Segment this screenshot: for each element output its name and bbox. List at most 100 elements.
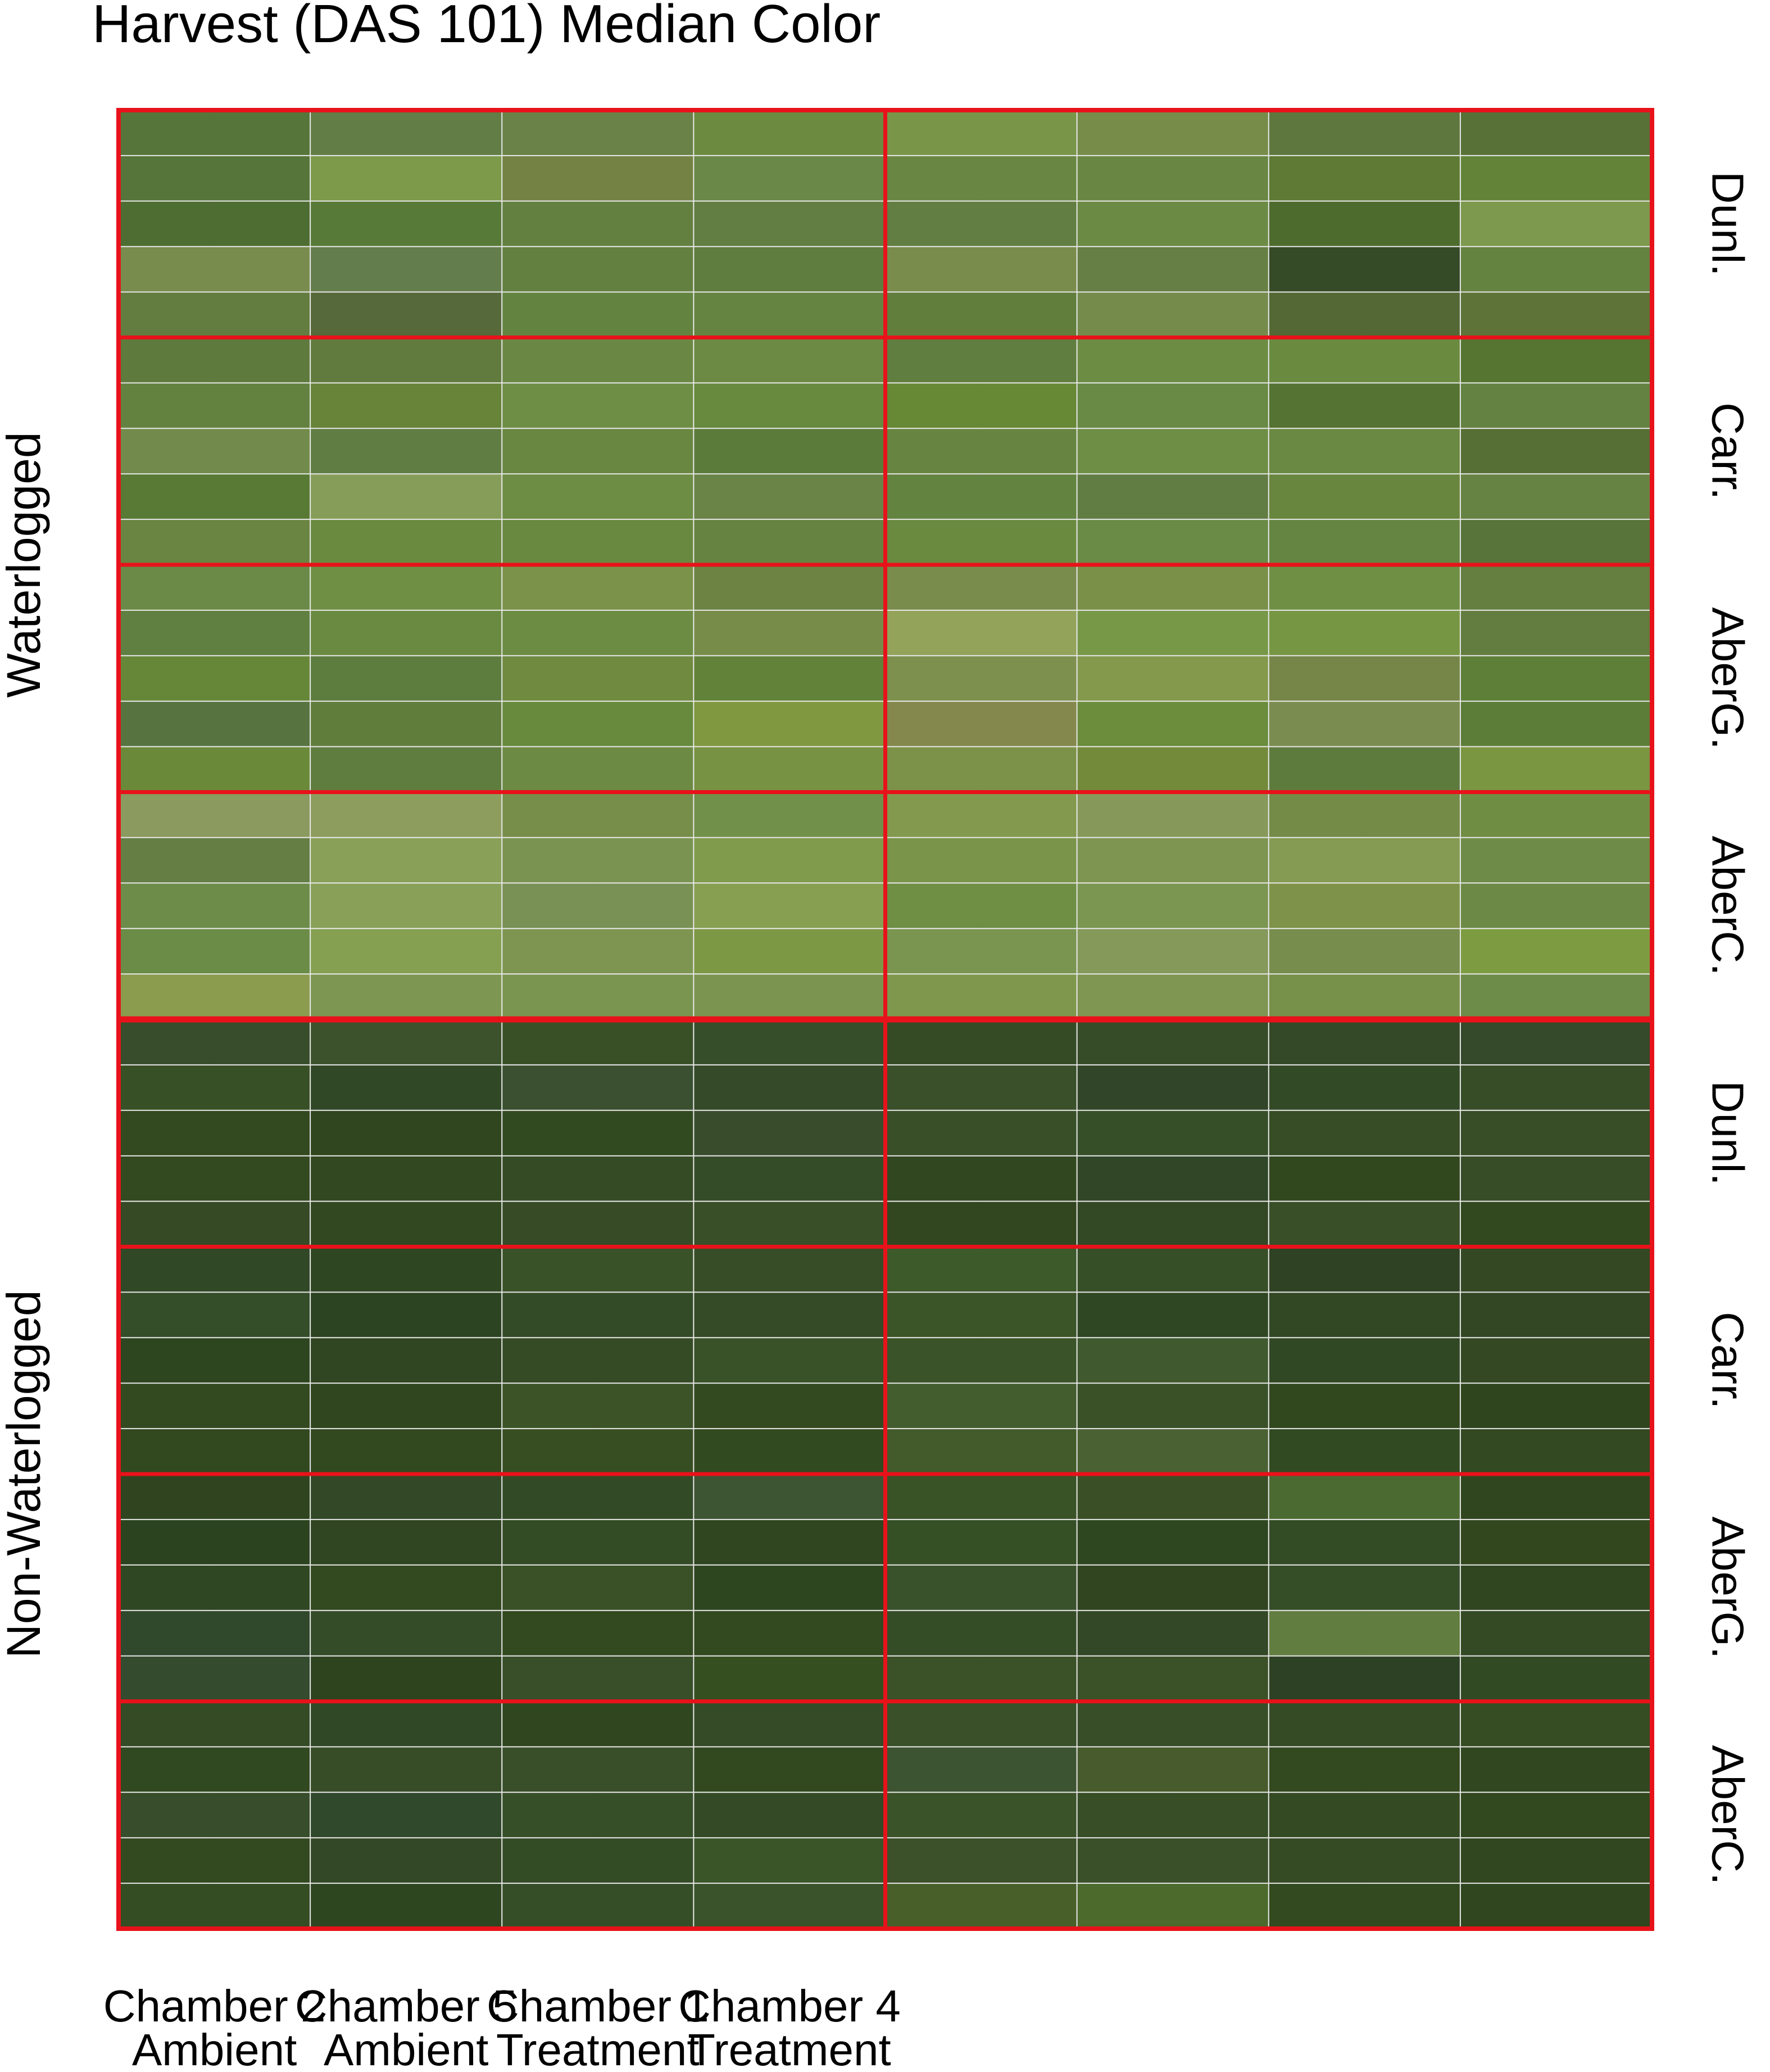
heatmap-cell	[310, 246, 407, 293]
heatmap-cell	[1173, 1383, 1269, 1429]
heatmap-cell	[789, 474, 886, 520]
heatmap-cell	[1077, 155, 1173, 202]
heatmap-cell	[597, 1883, 694, 1929]
heatmap-cell	[597, 1110, 694, 1157]
heatmap-cell	[310, 1246, 407, 1293]
heatmap-cell	[406, 565, 502, 611]
heatmap-cell	[1077, 1565, 1173, 1611]
heatmap-cell	[502, 1565, 598, 1611]
heatmap-cell	[789, 337, 886, 383]
heatmap-cell	[981, 201, 1078, 247]
heatmap-cell	[406, 1246, 502, 1293]
heatmap-cell	[310, 610, 407, 656]
heatmap-cell	[693, 1656, 790, 1702]
heatmap-cell	[1556, 1292, 1653, 1338]
heatmap-cell	[789, 1064, 886, 1111]
heatmap-cell	[1364, 1474, 1461, 1520]
heatmap-cell	[789, 292, 886, 338]
heatmap-cell	[1556, 1701, 1653, 1747]
heatmap-cell	[406, 701, 502, 747]
heatmap-cell	[214, 1155, 311, 1202]
heatmap-cell	[502, 655, 598, 702]
heatmap-cell	[789, 1246, 886, 1293]
heatmap-cell	[1460, 337, 1557, 383]
heatmap-cell	[885, 337, 982, 383]
heatmap-cell	[1268, 1792, 1365, 1838]
heatmap-cell	[1460, 1747, 1557, 1793]
heatmap-cell	[693, 701, 790, 747]
column-label-line1: Chamber 4	[678, 1981, 901, 2031]
heatmap-cell	[119, 337, 215, 383]
heatmap-cell	[1077, 337, 1173, 383]
heatmap-cell	[406, 155, 502, 202]
heatmap-cell	[119, 1656, 215, 1702]
column-label-line2: Treatment	[496, 2025, 700, 2072]
heatmap-cell	[1460, 1701, 1557, 1747]
heatmap-cell	[1077, 1383, 1173, 1429]
heatmap-cell	[1364, 792, 1461, 838]
heatmap-cell	[310, 746, 407, 793]
heatmap-cell	[310, 974, 407, 1020]
heatmap-cell	[1077, 1474, 1173, 1520]
heatmap-cell	[406, 974, 502, 1020]
heatmap-cell	[406, 837, 502, 883]
heatmap-cell	[981, 1383, 1078, 1429]
heatmap-cell	[885, 474, 982, 520]
heatmap-cell	[406, 201, 502, 247]
heatmap-cell	[597, 974, 694, 1020]
heatmap-cell	[1556, 519, 1653, 565]
heatmap-cell	[1556, 337, 1653, 383]
heatmap-cell	[1460, 837, 1557, 883]
heatmap-cell	[502, 1246, 598, 1293]
heatmap-cell	[1173, 837, 1269, 883]
heatmap-cell	[693, 201, 790, 247]
heatmap-cell	[1364, 1337, 1461, 1384]
column-label-line2: Ambient	[132, 2025, 297, 2072]
heatmap-cell	[693, 1519, 790, 1566]
heatmap-cell	[1173, 246, 1269, 293]
heatmap-cell	[885, 655, 982, 702]
heatmap-cell	[1173, 1656, 1269, 1702]
heatmap-cell	[406, 1383, 502, 1429]
heatmap-cell	[1077, 1792, 1173, 1838]
heatmap-cell	[1460, 1337, 1557, 1384]
heatmap-cell	[981, 610, 1078, 656]
heatmap-cell	[693, 155, 790, 202]
heatmap-cell	[1077, 383, 1173, 429]
heatmap-cell	[1268, 1474, 1365, 1520]
heatmap-cell	[1173, 1565, 1269, 1611]
heatmap-cell	[310, 1155, 407, 1202]
heatmap-cell	[1077, 1246, 1173, 1293]
heatmap-cell	[1364, 701, 1461, 747]
heatmap-cell	[597, 337, 694, 383]
heatmap-cell	[1460, 155, 1557, 202]
heatmap-cell	[502, 837, 598, 883]
heatmap-cell	[214, 1656, 311, 1702]
heatmap-cell	[1556, 1474, 1653, 1520]
block-labels: Waterlogged Non-Waterlogged	[0, 432, 50, 1658]
heatmap-cell	[1364, 337, 1461, 383]
heatmap-cell	[789, 837, 886, 883]
heatmap-cell	[1364, 519, 1461, 565]
heatmap-cell	[119, 1292, 215, 1338]
heatmap-cell	[885, 792, 982, 838]
heatmap-cell	[597, 565, 694, 611]
heatmap-cell	[693, 974, 790, 1020]
heatmap-cell	[981, 655, 1078, 702]
heatmap-cell	[1364, 1292, 1461, 1338]
heatmap-cell	[1268, 974, 1365, 1020]
row-group-labels: Dunl. Carr. AberG. AberC. Dunl. Carr. AberG. Ab…	[1703, 171, 1753, 1885]
heatmap-cell	[1364, 1747, 1461, 1793]
heatmap-cell	[406, 1064, 502, 1111]
heatmap-cell	[1077, 1019, 1173, 1066]
heatmap-cell	[981, 246, 1078, 293]
heatmap-cell	[693, 928, 790, 974]
heatmap-cell	[885, 1656, 982, 1702]
heatmap-cell	[1364, 1246, 1461, 1293]
heatmap-cell	[981, 1701, 1078, 1747]
heatmap-cell	[502, 792, 598, 838]
heatmap-cell	[597, 155, 694, 202]
heatmap-cell	[1268, 610, 1365, 656]
heatmap-cell	[1556, 565, 1653, 611]
heatmap-cell	[502, 110, 598, 156]
